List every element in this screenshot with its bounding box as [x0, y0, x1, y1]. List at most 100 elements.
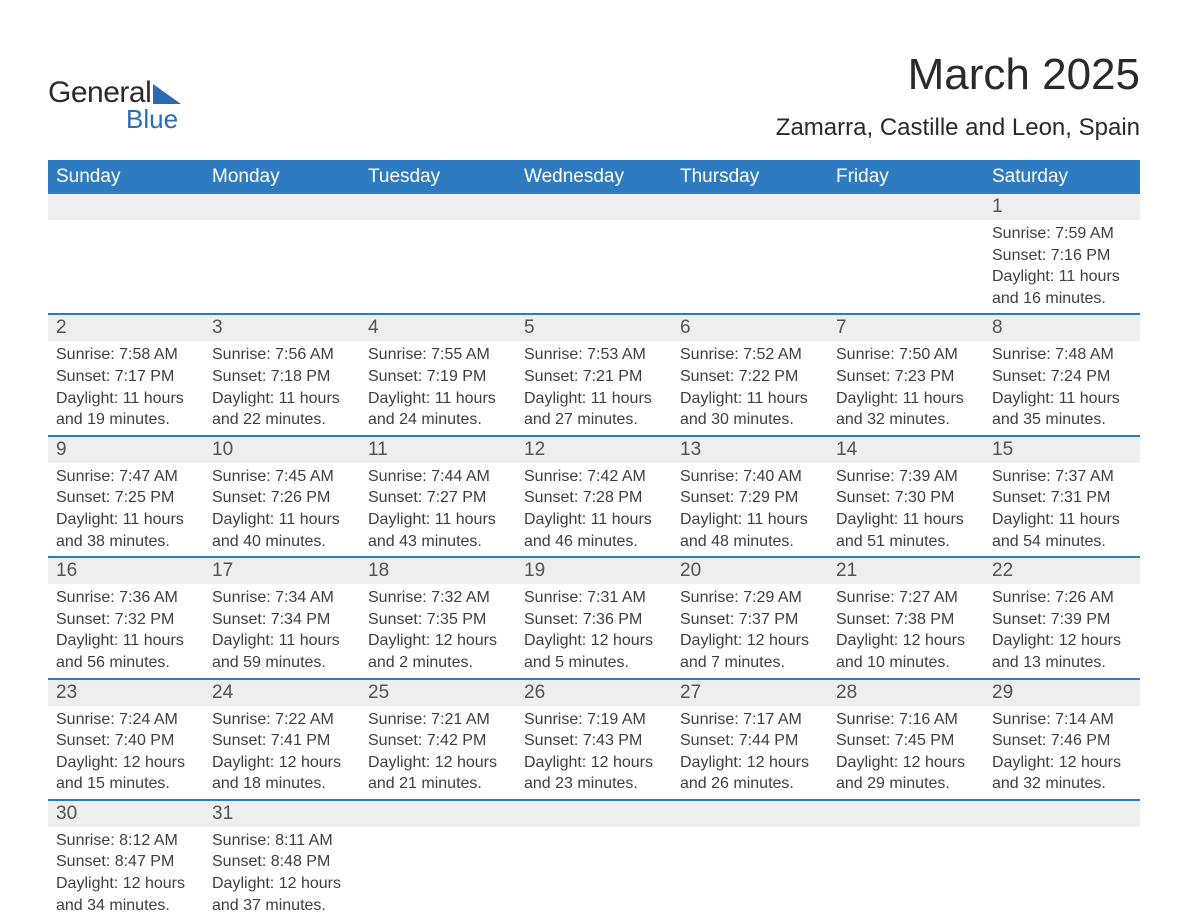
sunrise-text: Sunrise: 7:50 AM [836, 344, 976, 366]
date-cell: 22 [984, 557, 1140, 584]
sunset-text: Sunset: 7:16 PM [992, 245, 1132, 267]
sunset-text: Sunset: 7:23 PM [836, 366, 976, 388]
sunset-text: Sunset: 7:34 PM [212, 609, 352, 631]
sunset-text: Sunset: 7:17 PM [56, 366, 196, 388]
sunset-text: Sunset: 7:31 PM [992, 487, 1132, 509]
daylight-text: Daylight: 11 hours and 43 minutes. [368, 509, 508, 552]
date-row: 23242526272829 [48, 679, 1140, 706]
sunset-text: Sunset: 7:27 PM [368, 487, 508, 509]
date-cell: 10 [204, 436, 360, 463]
date-cell [48, 194, 204, 220]
detail-cell: Sunrise: 7:21 AMSunset: 7:42 PMDaylight:… [360, 706, 516, 800]
detail-cell: Sunrise: 7:32 AMSunset: 7:35 PMDaylight:… [360, 584, 516, 678]
sunrise-text: Sunrise: 7:45 AM [212, 466, 352, 488]
detail-cell: Sunrise: 7:48 AMSunset: 7:24 PMDaylight:… [984, 341, 1140, 435]
sunset-text: Sunset: 7:21 PM [524, 366, 664, 388]
date-cell: 25 [360, 679, 516, 706]
calendar-table: SundayMondayTuesdayWednesdayThursdayFrid… [48, 160, 1140, 920]
date-cell [360, 194, 516, 220]
detail-cell: Sunrise: 8:11 AMSunset: 8:48 PMDaylight:… [204, 827, 360, 920]
date-cell: 3 [204, 314, 360, 341]
sunset-text: Sunset: 7:45 PM [836, 730, 976, 752]
daylight-text: Daylight: 11 hours and 51 minutes. [836, 509, 976, 552]
sunrise-text: Sunrise: 7:53 AM [524, 344, 664, 366]
date-cell: 8 [984, 314, 1140, 341]
daylight-text: Daylight: 11 hours and 32 minutes. [836, 388, 976, 431]
sunrise-text: Sunrise: 7:44 AM [368, 466, 508, 488]
daylight-text: Daylight: 12 hours and 34 minutes. [56, 873, 196, 916]
date-cell: 19 [516, 557, 672, 584]
sunrise-text: Sunrise: 7:37 AM [992, 466, 1132, 488]
date-cell: 30 [48, 800, 204, 827]
detail-cell: Sunrise: 7:55 AMSunset: 7:19 PMDaylight:… [360, 341, 516, 435]
detail-cell: Sunrise: 7:45 AMSunset: 7:26 PMDaylight:… [204, 463, 360, 557]
date-cell: 23 [48, 679, 204, 706]
sunrise-text: Sunrise: 7:21 AM [368, 709, 508, 731]
date-cell: 20 [672, 557, 828, 584]
sunrise-text: Sunrise: 8:12 AM [56, 830, 196, 852]
sunrise-text: Sunrise: 7:56 AM [212, 344, 352, 366]
date-cell [828, 194, 984, 220]
date-cell [204, 194, 360, 220]
sunrise-text: Sunrise: 7:48 AM [992, 344, 1132, 366]
detail-cell [516, 220, 672, 314]
sunset-text: Sunset: 7:30 PM [836, 487, 976, 509]
date-row: 3031 [48, 800, 1140, 827]
date-cell: 7 [828, 314, 984, 341]
date-cell: 6 [672, 314, 828, 341]
sunset-text: Sunset: 8:47 PM [56, 851, 196, 873]
date-cell: 27 [672, 679, 828, 706]
day-header: Thursday [672, 160, 828, 194]
day-header: Wednesday [516, 160, 672, 194]
date-cell: 4 [360, 314, 516, 341]
date-cell [516, 800, 672, 827]
detail-cell [204, 220, 360, 314]
sunset-text: Sunset: 7:35 PM [368, 609, 508, 631]
date-cell [984, 800, 1140, 827]
sunrise-text: Sunrise: 7:58 AM [56, 344, 196, 366]
detail-cell [828, 827, 984, 920]
detail-cell: Sunrise: 7:29 AMSunset: 7:37 PMDaylight:… [672, 584, 828, 678]
daylight-text: Daylight: 12 hours and 15 minutes. [56, 752, 196, 795]
daylight-text: Daylight: 11 hours and 24 minutes. [368, 388, 508, 431]
daylight-text: Daylight: 11 hours and 30 minutes. [680, 388, 820, 431]
sunrise-text: Sunrise: 8:11 AM [212, 830, 352, 852]
detail-cell: Sunrise: 7:47 AMSunset: 7:25 PMDaylight:… [48, 463, 204, 557]
detail-cell [984, 827, 1140, 920]
sunrise-text: Sunrise: 7:27 AM [836, 587, 976, 609]
detail-cell [48, 220, 204, 314]
daylight-text: Daylight: 12 hours and 32 minutes. [992, 752, 1132, 795]
day-header-row: SundayMondayTuesdayWednesdayThursdayFrid… [48, 160, 1140, 194]
detail-cell [516, 827, 672, 920]
daylight-text: Daylight: 12 hours and 29 minutes. [836, 752, 976, 795]
date-cell: 1 [984, 194, 1140, 220]
daylight-text: Daylight: 12 hours and 10 minutes. [836, 630, 976, 673]
daylight-text: Daylight: 12 hours and 2 minutes. [368, 630, 508, 673]
detail-cell: Sunrise: 7:14 AMSunset: 7:46 PMDaylight:… [984, 706, 1140, 800]
date-row: 1 [48, 194, 1140, 220]
date-cell: 15 [984, 436, 1140, 463]
daylight-text: Daylight: 11 hours and 27 minutes. [524, 388, 664, 431]
sunset-text: Sunset: 7:22 PM [680, 366, 820, 388]
day-header: Sunday [48, 160, 204, 194]
sunset-text: Sunset: 7:37 PM [680, 609, 820, 631]
sunset-text: Sunset: 7:46 PM [992, 730, 1132, 752]
sunrise-text: Sunrise: 7:52 AM [680, 344, 820, 366]
sunrise-text: Sunrise: 7:47 AM [56, 466, 196, 488]
detail-cell: Sunrise: 7:22 AMSunset: 7:41 PMDaylight:… [204, 706, 360, 800]
detail-cell: Sunrise: 7:17 AMSunset: 7:44 PMDaylight:… [672, 706, 828, 800]
daylight-text: Daylight: 12 hours and 7 minutes. [680, 630, 820, 673]
detail-cell: Sunrise: 7:42 AMSunset: 7:28 PMDaylight:… [516, 463, 672, 557]
month-title: March 2025 [776, 50, 1140, 100]
daylight-text: Daylight: 11 hours and 35 minutes. [992, 388, 1132, 431]
daylight-text: Daylight: 11 hours and 40 minutes. [212, 509, 352, 552]
detail-cell: Sunrise: 7:53 AMSunset: 7:21 PMDaylight:… [516, 341, 672, 435]
sunrise-text: Sunrise: 7:22 AM [212, 709, 352, 731]
detail-cell: Sunrise: 8:12 AMSunset: 8:47 PMDaylight:… [48, 827, 204, 920]
sunset-text: Sunset: 7:26 PM [212, 487, 352, 509]
date-cell [516, 194, 672, 220]
daylight-text: Daylight: 11 hours and 19 minutes. [56, 388, 196, 431]
logo-triangle-icon [153, 84, 181, 104]
date-cell: 11 [360, 436, 516, 463]
date-cell [672, 194, 828, 220]
